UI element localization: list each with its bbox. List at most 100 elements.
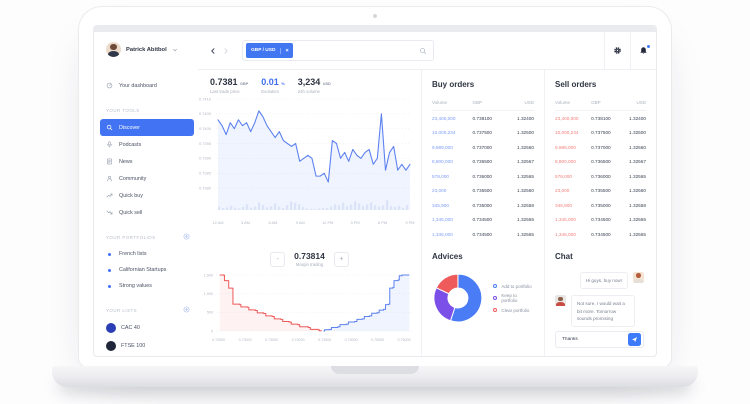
legend-ring-icon xyxy=(492,295,498,301)
table-header: Volume GBP USD xyxy=(555,100,646,111)
svg-text:3 AM: 3 AM xyxy=(241,220,250,225)
order-volume: 10,000,234 xyxy=(432,130,456,136)
close-icon[interactable]: × xyxy=(280,47,292,54)
svg-text:500: 500 xyxy=(207,311,213,315)
avatar-body xyxy=(556,302,565,307)
chat-message: Hi guys, buy now! xyxy=(555,272,644,290)
add-list-button[interactable] xyxy=(183,306,190,313)
order-row[interactable]: 23,000 0.735500 1.32560 xyxy=(555,184,646,199)
sidebar-item-label: News xyxy=(119,158,133,165)
svg-text:0: 0 xyxy=(211,329,213,333)
order-volume: 23,400,000 xyxy=(432,115,456,121)
svg-text:9 AM: 9 AM xyxy=(296,220,305,225)
order-volume: 23,400,000 xyxy=(555,115,579,121)
order-row[interactable]: 8,800,000 0.736500 1.32567 xyxy=(432,155,534,170)
user-menu[interactable]: Patrick Abitbol xyxy=(106,40,198,57)
sidebar-item-label: Quick buy xyxy=(119,192,143,199)
margin-increase-button[interactable]: + xyxy=(333,251,349,267)
list-item[interactable]: CAC 40 xyxy=(106,319,198,337)
portfolio-item[interactable]: Strong values xyxy=(106,278,198,294)
add-portfolio-button[interactable] xyxy=(183,233,190,240)
order-row[interactable]: 1,345,000 0.734500 1.32565 xyxy=(432,213,534,228)
order-row[interactable]: 23,400,000 0.738100 1.32400 xyxy=(555,111,646,126)
order-row[interactable]: 578,000 0.736000 1.32565 xyxy=(555,169,646,184)
order-row[interactable]: 10,000,234 0.737500 1.32500 xyxy=(432,126,534,141)
chat-input[interactable] xyxy=(562,337,628,342)
tools-section-label: YOUR TOOLS xyxy=(106,108,140,113)
avatar-body xyxy=(634,278,643,283)
order-volume: 9,989,000 xyxy=(432,144,453,150)
order-row[interactable]: 345,900 0.735000 1.32558 xyxy=(432,198,534,213)
notifications-button[interactable] xyxy=(630,32,656,69)
forward-button[interactable] xyxy=(219,43,232,59)
list-label: FTSE 100 xyxy=(121,343,146,349)
portfolios-list: French lists Californian Startups Strong… xyxy=(106,246,198,294)
search-field[interactable]: GBP / USD × xyxy=(242,40,434,61)
legend-item[interactable]: Keep to portfolio xyxy=(492,293,534,303)
order-row[interactable]: 578,000 0.736000 1.32565 xyxy=(432,169,534,184)
order-row[interactable]: 10,000,234 0.737500 1.32500 xyxy=(555,126,646,141)
sidebar-item[interactable]: Podcasts xyxy=(106,136,194,153)
order-row[interactable]: 9,989,000 0.737000 1.32560 xyxy=(555,140,646,155)
chevron-down-icon xyxy=(172,47,178,53)
settings-button[interactable] xyxy=(604,32,630,69)
order-gbp: 0.737000 xyxy=(591,144,611,150)
svg-text:0.7390: 0.7390 xyxy=(199,156,212,161)
portfolio-item[interactable]: French lists xyxy=(106,246,198,262)
order-row[interactable]: 1,345,000 0.734500 1.32565 xyxy=(432,227,534,242)
chat-messages: Hi guys, buy now! Not sure, I would wait… xyxy=(555,272,644,331)
order-row[interactable]: 9,989,000 0.737000 1.32560 xyxy=(432,140,534,155)
svg-text:12 PM: 12 PM xyxy=(322,220,333,225)
portfolio-item[interactable]: Californian Startups xyxy=(106,262,198,278)
topbar: GBP / USD × xyxy=(198,32,656,70)
sidebar-item[interactable]: Community xyxy=(106,170,194,187)
stat: 0.01 % Evolution xyxy=(261,77,284,94)
sidebar: Patrick Abitbol Your dashboard YOUR TOOL… xyxy=(94,32,198,356)
margin-value: 0.73814 xyxy=(294,251,325,261)
user-name: Patrick Abitbol xyxy=(126,46,167,53)
order-row[interactable]: 1,345,000 0.734500 1.32565 xyxy=(555,227,646,242)
pair-tag[interactable]: GBP / USD × xyxy=(246,43,293,58)
order-row[interactable]: 345,900 0.735000 1.32558 xyxy=(555,198,646,213)
svg-text:0.75500: 0.75500 xyxy=(371,338,384,342)
stat-label: 24h volume xyxy=(297,89,320,94)
list-item[interactable]: FTSE 100 xyxy=(106,337,198,355)
order-gbp: 0.735500 xyxy=(591,188,611,194)
order-volume: 10,000,234 xyxy=(555,130,579,136)
order-row[interactable]: 1,345,000 0.734500 1.32565 xyxy=(555,213,646,228)
sidebar-item[interactable]: Quick buy xyxy=(106,187,194,204)
order-volume: 1,345,000 xyxy=(432,217,453,223)
svg-text:0.74500: 0.74500 xyxy=(318,338,331,342)
sidebar-item[interactable]: News xyxy=(106,153,194,170)
column-header: USD xyxy=(636,100,646,105)
order-gbp: 0.734500 xyxy=(472,231,493,237)
order-row[interactable]: 23,400,000 0.738100 1.32400 xyxy=(432,111,534,126)
order-usd: 1.32400 xyxy=(517,115,534,121)
lists-section-label: YOUR LISTS xyxy=(106,308,138,313)
stat-unit: GBP xyxy=(240,82,249,86)
margin-decrease-button[interactable]: - xyxy=(270,251,286,267)
svg-text:0.7400: 0.7400 xyxy=(199,126,212,131)
order-row[interactable]: 8,800,000 0.736500 1.32567 xyxy=(555,155,646,170)
gear-icon xyxy=(613,46,622,55)
order-volume: 345,900 xyxy=(432,202,449,208)
svg-text:0.7405: 0.7405 xyxy=(199,111,211,116)
chat-bubble: Hi guys, buy now! xyxy=(579,272,628,290)
send-button[interactable] xyxy=(628,333,641,346)
legend-item[interactable]: Clear portfolio xyxy=(492,308,534,313)
sidebar-item[interactable]: Quick sell xyxy=(106,204,194,221)
lists-list: CAC 40 FTSE 100 xyxy=(106,319,198,355)
order-volume: 1,345,000 xyxy=(555,217,576,223)
order-volume: 9,989,000 xyxy=(555,144,576,150)
back-button[interactable] xyxy=(206,43,219,59)
order-gbp: 0.735000 xyxy=(472,202,493,208)
order-row[interactable]: 23,000 0.735500 1.32560 xyxy=(432,184,534,199)
legend-item[interactable]: Add to portfolio xyxy=(492,284,534,289)
sidebar-item[interactable]: Discover xyxy=(100,119,194,136)
order-usd: 1.32565 xyxy=(517,217,534,223)
sidebar-item-label: Podcasts xyxy=(119,141,142,148)
order-usd: 1.32567 xyxy=(517,159,534,165)
order-volume: 23,000 xyxy=(432,188,447,194)
sidebar-item-dashboard[interactable]: Your dashboard xyxy=(106,77,198,94)
